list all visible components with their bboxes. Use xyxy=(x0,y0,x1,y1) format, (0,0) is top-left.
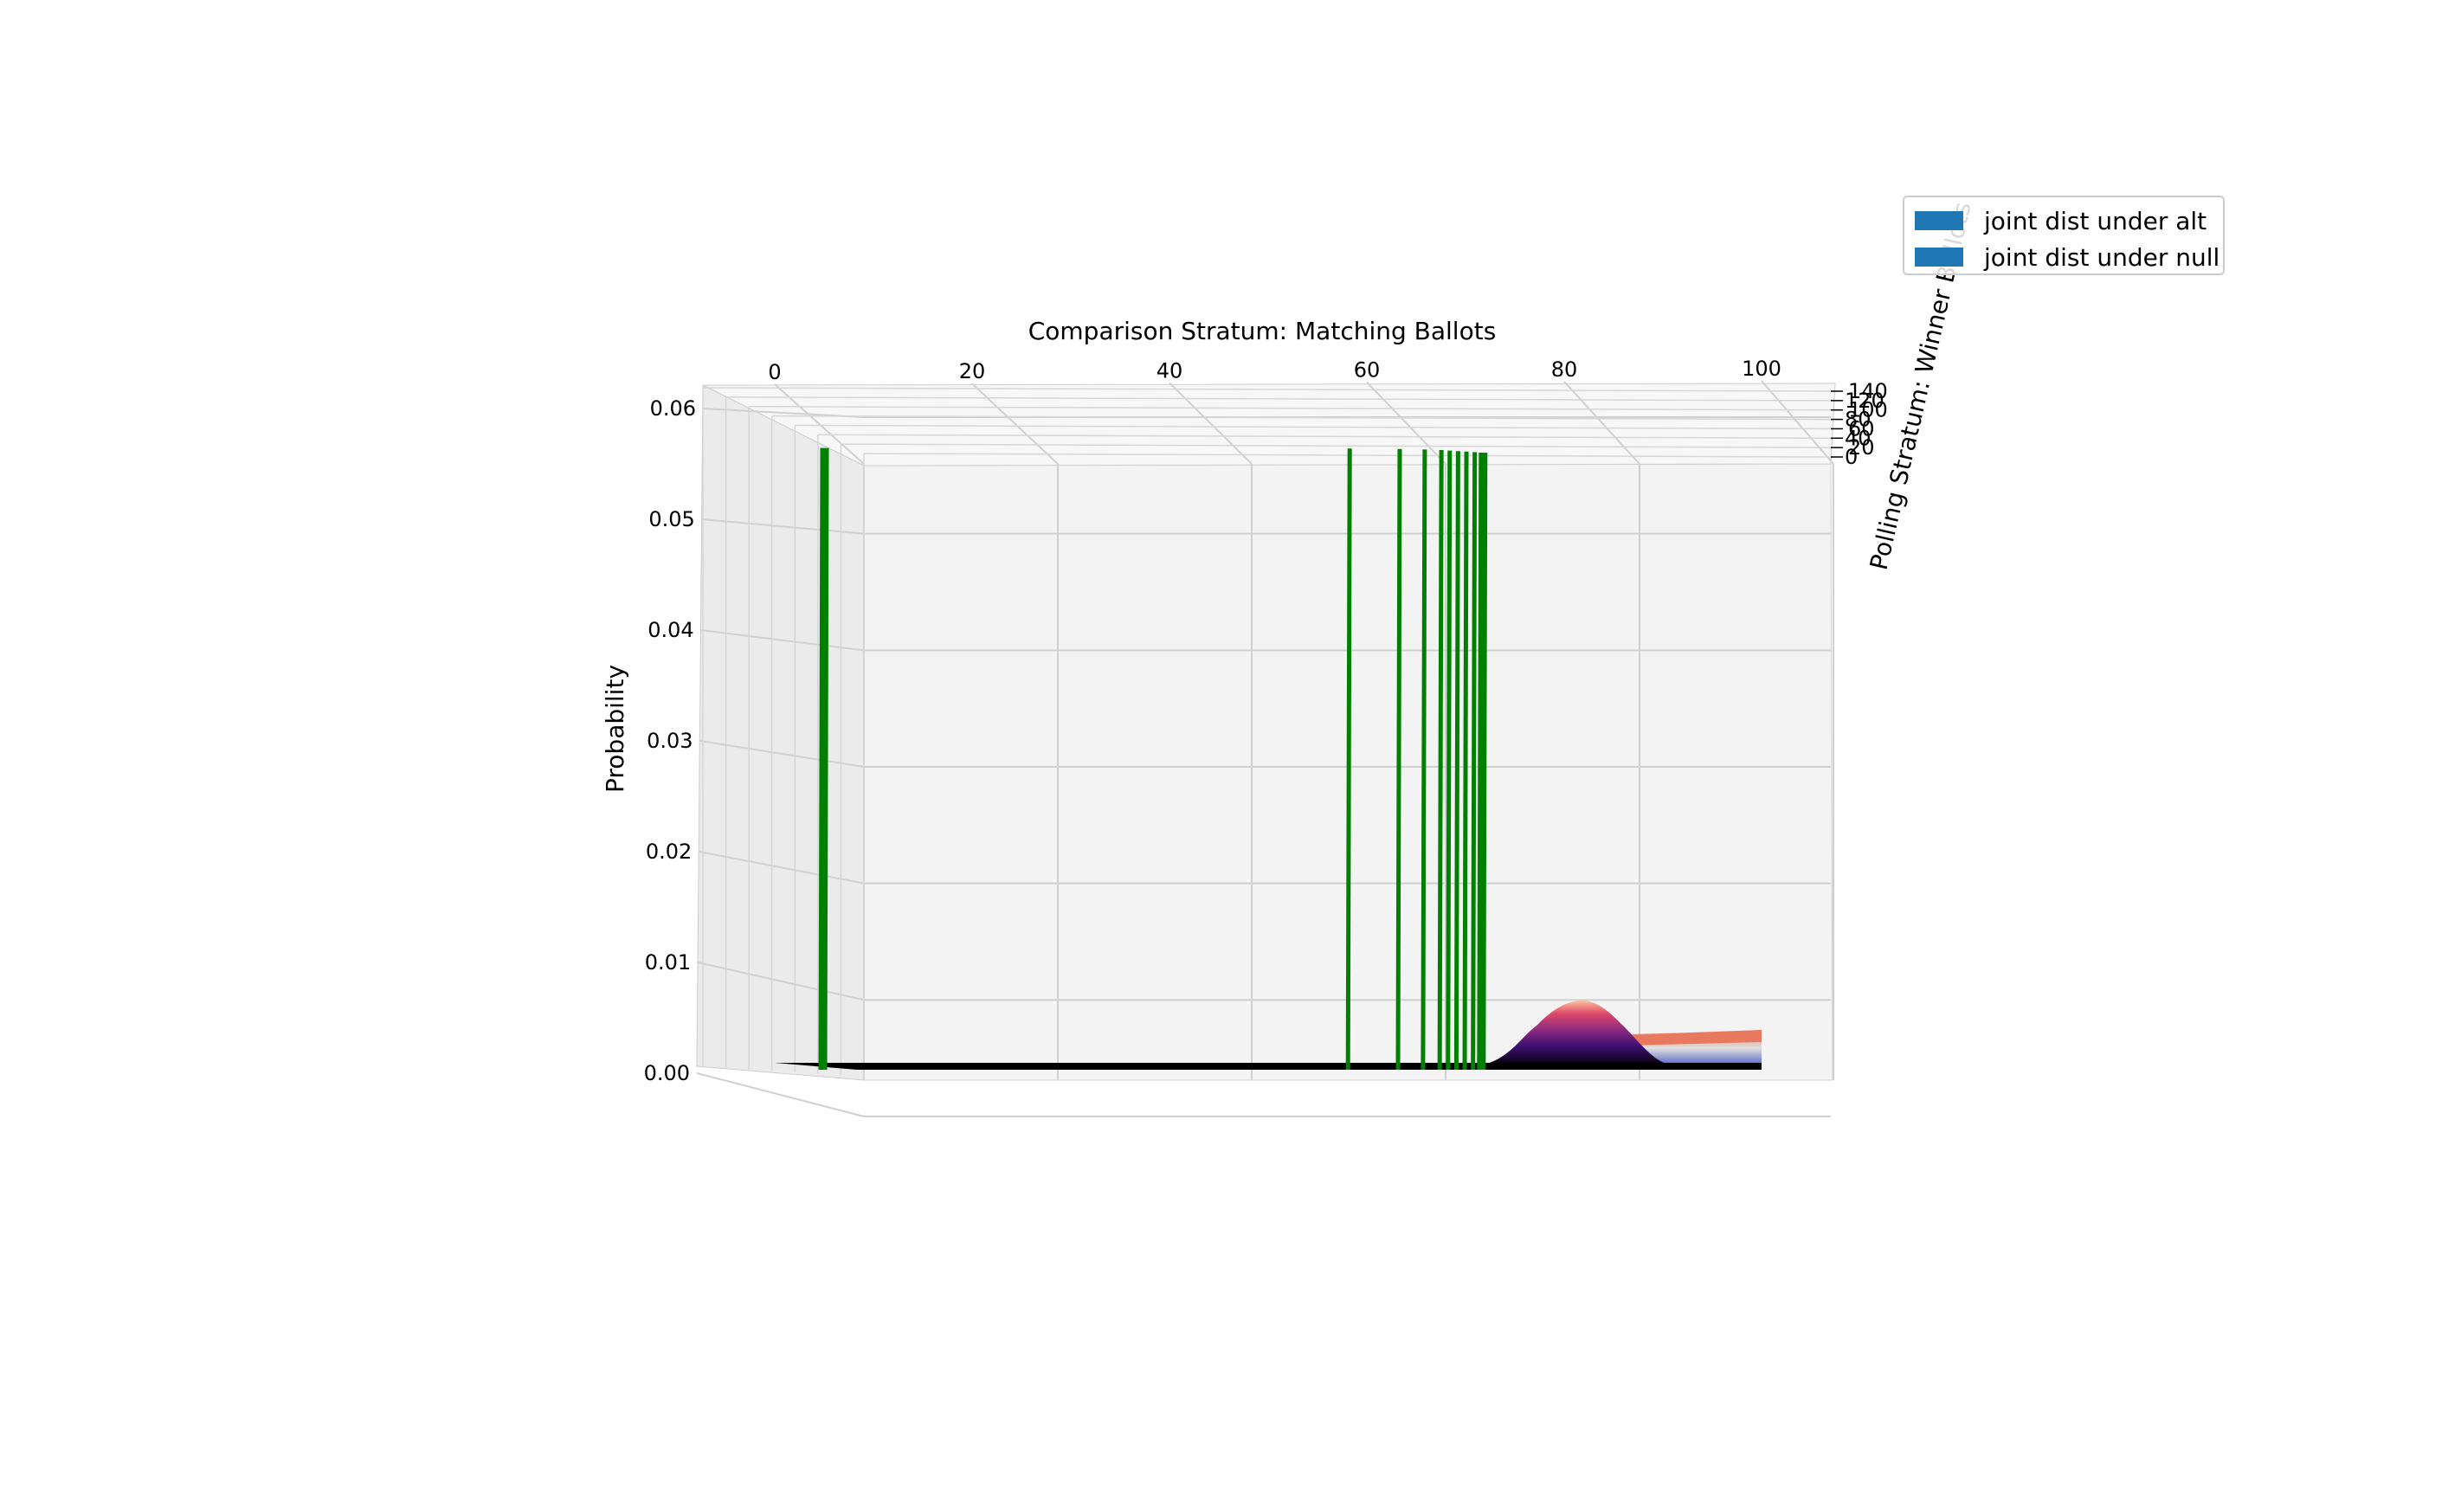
x-gridline-diag xyxy=(1761,380,1834,465)
green-line xyxy=(1477,452,1488,1071)
x-gridline-diag xyxy=(971,383,1059,465)
y-gridline-top xyxy=(749,405,1833,411)
y-gridline-top xyxy=(725,396,1833,402)
chart-title: Comparison Stratum: Matching Ballots xyxy=(1028,317,1497,345)
green-line xyxy=(818,447,829,1071)
y-tick-label: 40 xyxy=(1845,426,1872,450)
legend-item-null: joint dist under null xyxy=(1915,242,2220,272)
x-tick-label: 80 xyxy=(1551,357,1578,382)
x-gridline-diag xyxy=(1366,381,1446,465)
green-line xyxy=(1453,451,1460,1071)
green-line xyxy=(1421,449,1427,1071)
green-line xyxy=(1437,449,1444,1071)
z-tick-label: 0.05 xyxy=(648,507,694,531)
y-gridline-top xyxy=(771,415,1833,421)
z-gridline-side xyxy=(701,518,865,535)
z-gridline-side xyxy=(700,629,865,652)
green-line xyxy=(1345,448,1352,1071)
green-line xyxy=(1471,452,1478,1071)
x-tick-label: 40 xyxy=(1156,358,1183,383)
x-tick-label: 20 xyxy=(959,359,986,383)
z-tick-label: 0.06 xyxy=(650,396,696,421)
grid-lines xyxy=(696,380,1834,1117)
z-tick-label: 0.00 xyxy=(644,1061,690,1085)
y-tick-label: 80 xyxy=(1845,408,1872,432)
z-tick-label: 0.03 xyxy=(647,729,693,753)
axis-ticks: 0 20 40 60 80 1000.000.010.020.030.040.050.06… xyxy=(644,357,1888,1085)
y-tick-label: 140 xyxy=(1848,379,1888,403)
x-tick-label: 100 xyxy=(1742,357,1781,381)
x-tick-label: 0 xyxy=(768,360,781,384)
legend-label-alt: joint dist under alt xyxy=(1984,206,2207,235)
legend-swatch-alt xyxy=(1915,211,1963,230)
y-tick-label: 60 xyxy=(1848,416,1875,441)
z-tick-label: 0.04 xyxy=(647,618,693,642)
y-tick-label: 20 xyxy=(1848,435,1875,460)
magma-surface xyxy=(1472,1000,1675,1066)
y-tick-label: 120 xyxy=(1845,389,1884,413)
legend-swatch-null xyxy=(1915,248,1963,267)
y-gridline-top xyxy=(702,387,1833,392)
legend-item-alt: joint dist under alt xyxy=(1915,206,2207,235)
y-gridline-top xyxy=(817,434,1833,440)
coolwarm-top-edge xyxy=(1627,1030,1762,1046)
x-gridline-diag xyxy=(1169,382,1253,465)
surface-plots xyxy=(775,1000,1762,1070)
surface-base xyxy=(775,1063,1762,1070)
green-lines xyxy=(818,447,1488,1071)
z-tick-label: 0.02 xyxy=(646,840,692,864)
left-pane xyxy=(696,384,865,1081)
z-axis-label: Probability xyxy=(601,665,629,793)
y-gridline-top xyxy=(841,443,1833,448)
legend: joint dist under alt joint dist under nu… xyxy=(1903,196,2225,275)
y-tick-label: 100 xyxy=(1848,398,1888,422)
green-line xyxy=(1446,450,1453,1071)
x-gridline-diag xyxy=(1563,381,1640,465)
z-tick-label: 0.01 xyxy=(645,950,691,975)
z-gridline-side xyxy=(699,740,865,768)
y-gridline-top xyxy=(795,424,1833,430)
z-gridline-side xyxy=(696,1072,865,1117)
green-line xyxy=(1395,448,1402,1071)
green-line xyxy=(1462,451,1469,1071)
x-tick-label: 60 xyxy=(1354,358,1381,383)
y-tick-label: 0 xyxy=(1845,445,1858,469)
legend-label-null: joint dist under null xyxy=(1984,242,2220,272)
